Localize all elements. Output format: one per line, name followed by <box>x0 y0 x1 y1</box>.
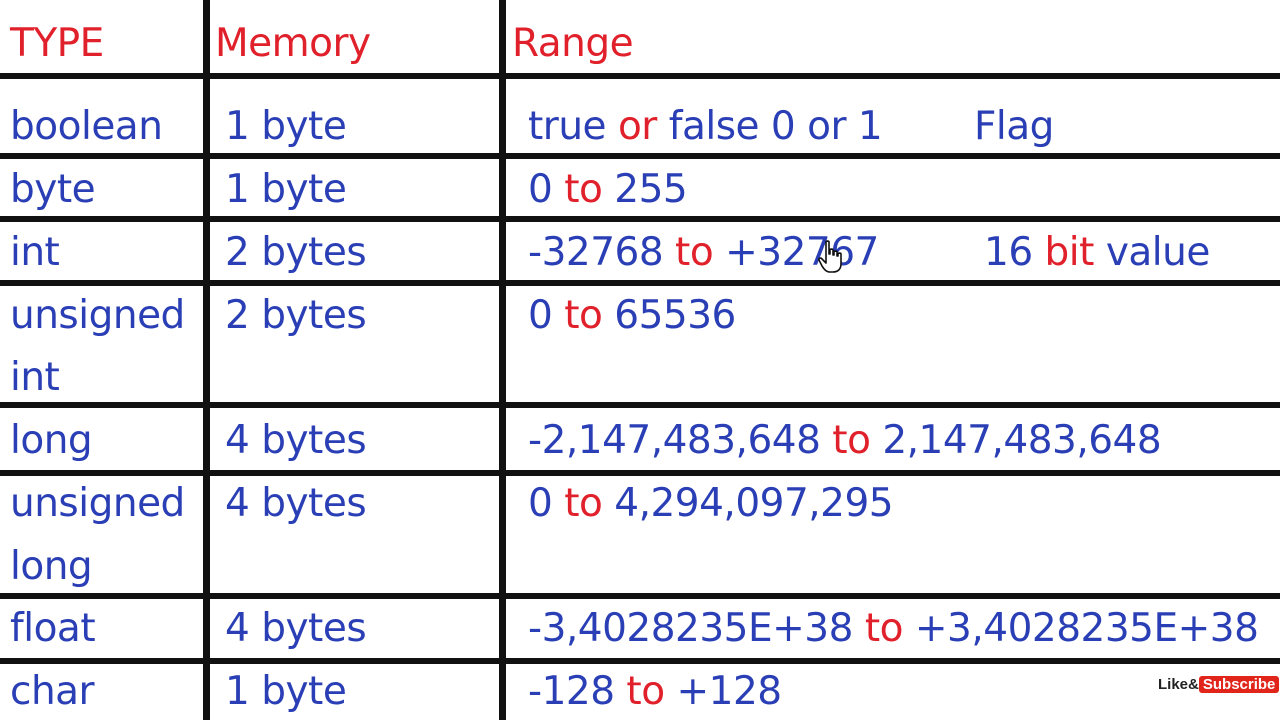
memory-cell: 4 bytes <box>225 418 367 463</box>
type-cell: float <box>10 606 96 651</box>
text-fragment: to <box>564 167 603 212</box>
range-cell: 0 to 255 <box>528 167 688 212</box>
range-cell: 0 to 4,294,097,295 <box>528 481 894 526</box>
type-cell-line2: int <box>10 355 60 400</box>
type-cell-line2: long <box>10 544 93 589</box>
text-fragment: +3,4028235E+38 <box>902 606 1259 651</box>
text-fragment: -2,147,483,648 <box>528 418 833 463</box>
header-memory: Memory <box>215 21 371 66</box>
memory-cell: 1 byte <box>225 104 347 149</box>
range-cell: 0 to 65536 <box>528 296 736 336</box>
range-cell: -32768 to +32767 <box>528 233 879 273</box>
watermark-like: Like& <box>1158 676 1199 693</box>
text-fragment: to <box>864 606 904 651</box>
memory-cell: 2 bytes <box>225 230 367 275</box>
column-divider <box>203 0 210 720</box>
row-divider <box>0 658 1280 664</box>
note-cell: 16 bit value <box>984 233 1210 273</box>
text-fragment: to <box>675 230 714 275</box>
type-cell: boolean <box>10 104 163 149</box>
text-fragment: +128 <box>664 669 782 714</box>
text-fragment: 4,294,097,295 <box>602 481 894 526</box>
text-fragment: 0 <box>528 293 565 338</box>
text-fragment: -32768 <box>528 230 676 275</box>
type-cell: int <box>10 230 60 275</box>
header-type: TYPE <box>10 21 104 66</box>
row-divider <box>0 280 1280 286</box>
text-fragment: 0 <box>528 481 565 526</box>
type-cell: long <box>10 418 93 463</box>
text-fragment: or <box>617 104 657 149</box>
text-fragment: to <box>626 669 665 714</box>
range-cell: -2,147,483,648 to 2,147,483,648 <box>528 418 1162 463</box>
row-divider <box>0 593 1280 599</box>
row-divider <box>0 216 1280 222</box>
text-fragment: +32767 <box>713 230 879 275</box>
column-divider <box>499 0 506 720</box>
range-cell: -3,4028235E+38 to +3,4028235E+38 <box>528 606 1259 651</box>
text-fragment: to <box>564 293 603 338</box>
text-fragment: value <box>1093 230 1211 275</box>
type-cell: unsigned <box>10 481 185 526</box>
text-fragment: 255 <box>602 167 688 212</box>
note-cell: Flag <box>974 107 1054 147</box>
row-divider <box>0 153 1280 159</box>
header-range: Range <box>512 21 634 66</box>
text-fragment: to <box>564 481 603 526</box>
memory-cell: 4 bytes <box>225 481 367 526</box>
text-fragment: -3,4028235E+38 <box>528 606 865 651</box>
memory-cell: 1 byte <box>225 167 347 212</box>
range-cell: -128 to +128 <box>528 672 782 712</box>
text-fragment: to <box>832 418 871 463</box>
text-fragment: bit <box>1044 230 1095 275</box>
header-divider <box>0 73 1280 79</box>
row-divider <box>0 470 1280 476</box>
text-fragment: false 0 or 1 <box>656 104 883 149</box>
type-cell: byte <box>10 167 96 212</box>
watermark-subscribe: Subscribe <box>1198 676 1280 693</box>
text-fragment: 65536 <box>602 293 736 338</box>
text-fragment: 16 <box>984 230 1045 275</box>
text-fragment: 2,147,483,648 <box>870 418 1162 463</box>
hand-pointer-icon <box>818 240 844 274</box>
type-cell: char <box>10 669 95 714</box>
text-fragment: 0 <box>528 167 565 212</box>
like-subscribe-watermark[interactable]: Like& Subscribe <box>1158 676 1280 694</box>
type-cell: unsigned <box>10 293 185 338</box>
text-fragment: true <box>528 104 618 149</box>
row-divider <box>0 402 1280 408</box>
memory-cell: 1 byte <box>225 669 347 714</box>
text-fragment: -128 <box>528 669 627 714</box>
memory-cell: 4 bytes <box>225 606 367 651</box>
memory-cell: 2 bytes <box>225 293 367 338</box>
text-fragment: Flag <box>974 104 1054 149</box>
range-cell: true or false 0 or 1 <box>528 104 883 149</box>
